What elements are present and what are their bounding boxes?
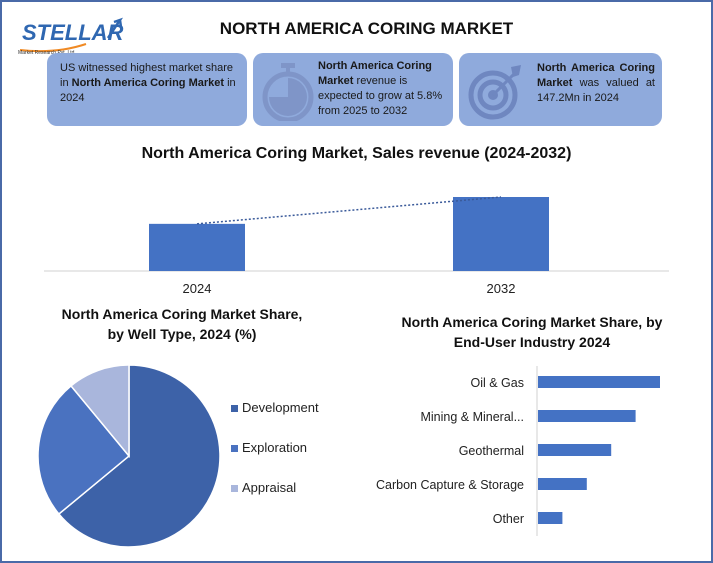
x-tick-label: 2032 (487, 281, 516, 296)
pie-title-line: by Well Type, 2024 (%) (107, 326, 257, 342)
revenue-chart-title: North America Coring Market, Sales reven… (141, 145, 572, 162)
svg-text:STELLAR: STELLAR (22, 20, 124, 45)
legend-swatch (231, 445, 238, 452)
legend-label: Exploration (242, 440, 307, 455)
pie-slice-exploration (37, 384, 131, 516)
industry-bar (538, 376, 660, 388)
svg-text:Market Research Pvt. Ltd.: Market Research Pvt. Ltd. (18, 50, 76, 56)
y-tick-label: Other (493, 512, 524, 526)
legend-label: Development (242, 400, 319, 415)
y-tick-label: Oil & Gas (471, 376, 525, 390)
well-type-pie-chart: Development Exploration Appraisal (37, 364, 319, 548)
legend-swatch (231, 485, 238, 492)
y-tick-label: Geothermal (459, 444, 524, 458)
industry-bar (538, 478, 587, 490)
stopwatch-icon (262, 63, 314, 121)
pie-slice-development (57, 364, 221, 548)
trendline (196, 196, 502, 225)
x-tick-label: 2024 (183, 281, 212, 296)
target-icon (468, 65, 521, 120)
industry-bar (538, 444, 612, 456)
industry-bar (538, 410, 636, 422)
info-card-us-share: US witnessed highest market share in Nor… (47, 53, 247, 126)
pie-chart-title: North America Coring Market Share, by We… (32, 304, 332, 344)
pie-title-line: North America Coring Market Share, (61, 306, 303, 322)
pie-slice-appraisal (69, 364, 130, 459)
industry-bar (538, 512, 563, 524)
y-tick-label: Mining & Mineral... (420, 410, 524, 424)
industry-title-line: End-User Industry 2024 (453, 334, 611, 350)
industry-chart-title: North America Coring Market Share, by En… (367, 312, 697, 352)
legend-swatch (231, 405, 238, 412)
revenue-bar-2024 (149, 223, 245, 271)
legend-label: Appraisal (242, 480, 296, 495)
stellar-logo: STELLAR Market Research Pvt. Ltd. (18, 17, 124, 56)
y-tick-label: Carbon Capture & Storage (376, 478, 524, 492)
revenue-chart: 2024 2032 (44, 196, 669, 296)
info-card-growth: North America Coring Market revenue is e… (253, 53, 453, 126)
revenue-bar-2032 (453, 197, 549, 271)
main-title: NORTH AMERICA CORING MARKET (219, 19, 514, 38)
industry-bar-chart: Oil & Gas Mining & Mineral... Geothermal Ca… (376, 366, 660, 536)
industry-title-line: North America Coring Market Share, by (401, 314, 663, 330)
info-card-valuation: North America Coring Market was valued a… (459, 53, 662, 126)
